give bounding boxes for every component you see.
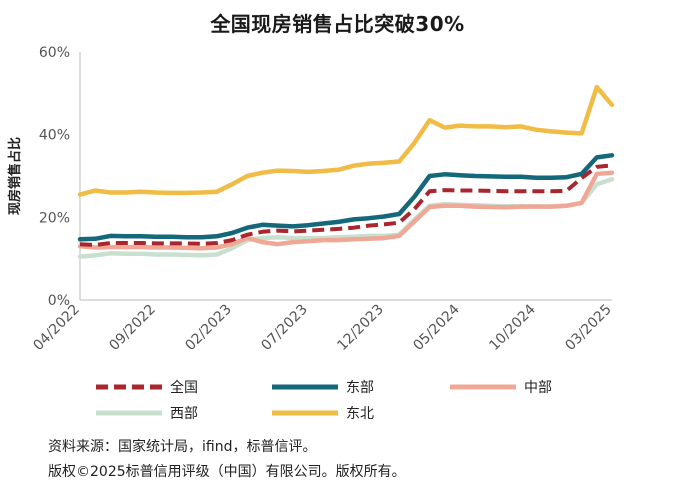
legend-label-0: 全国 bbox=[170, 379, 198, 396]
series-line-4 bbox=[77, 84, 615, 197]
series-lines bbox=[77, 84, 615, 259]
y-tick-label: 60% bbox=[39, 45, 70, 61]
chart-title: 全国现房销售占比突破30% bbox=[210, 12, 465, 36]
y-tick-label: 0% bbox=[48, 293, 70, 309]
source-note: 资料来源：国家统计局，ifind，标普信评。 bbox=[48, 439, 317, 455]
legend-label-2: 中部 bbox=[524, 380, 552, 396]
copyright-note: 版权©2025标普信用评级（中国）有限公司。版权所有。 bbox=[48, 464, 406, 480]
series-line-1 bbox=[77, 153, 615, 242]
legend-label-4: 东北 bbox=[346, 406, 374, 422]
x-tick-label: 02/2023 bbox=[182, 302, 234, 354]
legend-label-3: 西部 bbox=[170, 406, 198, 422]
series-line-0 bbox=[79, 163, 613, 247]
series-line-2 bbox=[77, 170, 615, 251]
y-axis-label: 现房销售占比 bbox=[7, 137, 23, 215]
y-tick-label: 40% bbox=[39, 128, 70, 144]
x-tick-label: 07/2023 bbox=[258, 302, 310, 354]
y-tick-label: 20% bbox=[39, 210, 70, 226]
x-tick-label: 05/2024 bbox=[410, 301, 463, 354]
x-tick-label: 12/2023 bbox=[334, 302, 386, 354]
x-tick-label: 10/2024 bbox=[486, 301, 539, 354]
y-tick-labels: 0% 20% 40% 60% bbox=[39, 45, 70, 309]
x-tick-label: 04/2022 bbox=[30, 302, 82, 354]
x-tick-labels: 04/2022 09/2022 02/2023 07/2023 12/2023 05/20… bbox=[30, 301, 614, 354]
x-tick-label: 09/2022 bbox=[106, 302, 158, 354]
x-tick-label: 03/2025 bbox=[562, 302, 614, 354]
legend-label-1: 东部 bbox=[346, 380, 374, 396]
